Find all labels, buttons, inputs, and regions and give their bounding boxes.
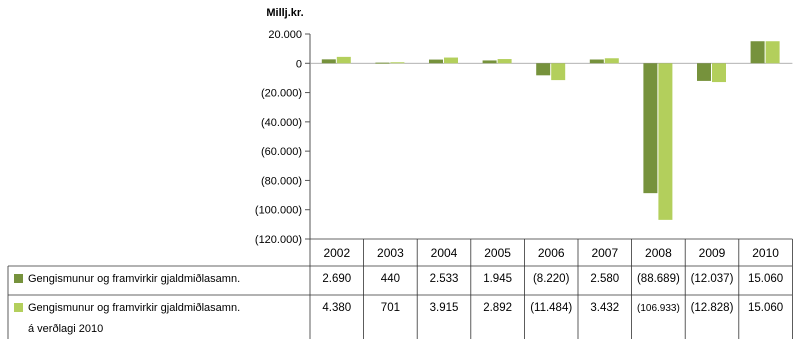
bar-2009-series-1 [697, 63, 711, 81]
bar-2006-series-1 [536, 63, 551, 76]
data-label-2002-series-1: 2.690 [322, 273, 351, 285]
y-axis-unit-label: Millj.kr. [266, 7, 303, 19]
bar-2010-series-1 [750, 41, 765, 64]
bar-2004-series-2 [444, 57, 458, 64]
data-label-2007-series-2: 3.432 [590, 302, 619, 314]
bar-2005-series-2 [497, 59, 512, 64]
bar-2008-series-1 [643, 63, 658, 194]
data-label-2006-series-2: (11.484) [530, 302, 572, 314]
data-label-2002-series-2: 4.380 [322, 302, 351, 314]
legend-label-series-2-line2: á verðlagi 2010 [28, 323, 103, 335]
bars [321, 41, 780, 220]
x-tick-label-2004: 2004 [431, 246, 458, 260]
legend-label-series-1: Gengismunur og framvirkir gjaldmiðlasamn… [28, 273, 240, 285]
y-tick-label: (120.000) [255, 234, 302, 246]
data-label-2006-series-1: (8.220) [533, 273, 570, 285]
x-tick-label-2005: 2005 [484, 246, 511, 260]
x-tick-label-2008: 2008 [645, 246, 672, 260]
data-label-2007-series-1: 2.580 [590, 273, 619, 285]
bar-2003-series-2 [390, 62, 405, 64]
y-tick-label: 0 [296, 58, 302, 70]
data-label-2010-series-1: 15.060 [748, 273, 783, 285]
data-label-2005-series-2: 2.892 [483, 302, 512, 314]
bar-2002-series-2 [336, 56, 351, 64]
bar-2003-series-1 [375, 62, 390, 64]
x-tick-label-2002: 2002 [323, 246, 350, 260]
data-label-2009-series-1: (12.037) [691, 273, 734, 285]
x-tick-label-2010: 2010 [752, 246, 779, 260]
legend-label-series-2: Gengismunur og framvirkir gjaldmiðlasamn… [28, 302, 240, 314]
data-label-2008-series-2: (106.933) [637, 303, 680, 314]
data-label-2003-series-2: 701 [381, 302, 400, 314]
y-tick-label: (80.000) [261, 175, 302, 187]
x-tick-label-2003: 2003 [377, 246, 404, 260]
bar-2007-series-1 [589, 59, 604, 64]
y-tick-label: (20.000) [261, 88, 302, 100]
data-table: 2002 2003 2004 2005 2006 2007 2008 2009 2010 Geng… [7, 238, 793, 339]
data-label-2010-series-2: 15.060 [748, 302, 783, 314]
y-tick-label: (40.000) [261, 117, 302, 129]
legend-swatch-series-2 [14, 303, 23, 312]
bar-2004-series-1 [429, 59, 443, 64]
x-tick-label-2006: 2006 [538, 246, 565, 260]
data-label-2003-series-1: 440 [381, 273, 400, 285]
y-tick-label: 20.000 [268, 29, 302, 41]
data-label-2005-series-1: 1.945 [483, 273, 512, 285]
bar-2007-series-2 [604, 58, 619, 64]
bar-2010-series-2 [765, 41, 780, 64]
bar-2002-series-1 [321, 59, 336, 64]
data-label-2008-series-1: (88.689) [637, 273, 680, 285]
bar-2009-series-2 [712, 63, 726, 83]
legend-swatch-series-1 [14, 274, 23, 283]
bar-2005-series-1 [482, 60, 497, 64]
x-tick-label-2009: 2009 [699, 246, 726, 260]
bar-2008-series-2 [658, 63, 673, 220]
y-tick-label: (100.000) [255, 205, 302, 217]
data-label-2009-series-2: (12.828) [691, 302, 734, 314]
x-tick-label-2007: 2007 [591, 246, 618, 260]
bar-2006-series-2 [551, 63, 566, 81]
data-label-2004-series-2: 3.915 [430, 302, 459, 314]
data-label-2004-series-1: 2.533 [430, 273, 459, 285]
y-tick-label: (60.000) [261, 146, 302, 158]
